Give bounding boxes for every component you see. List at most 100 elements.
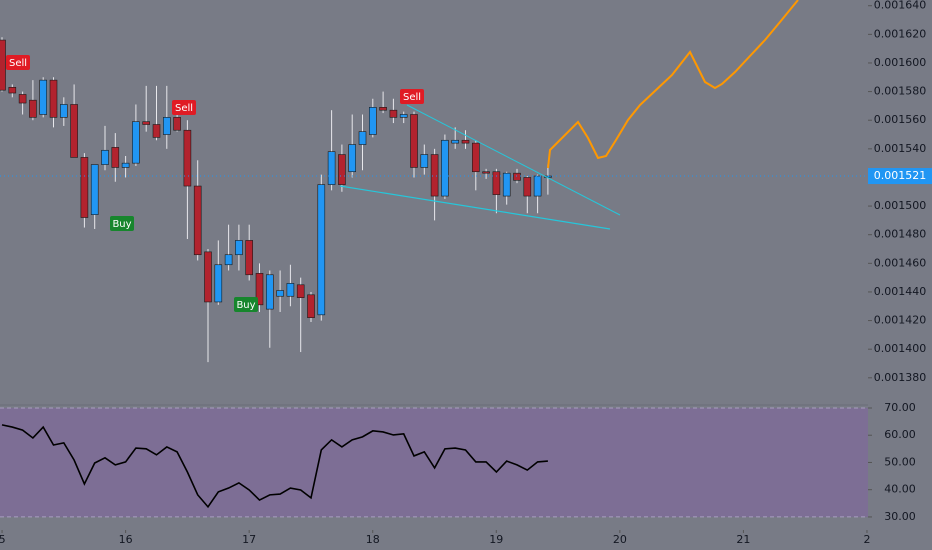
signal-badge xyxy=(172,100,196,115)
signal-label: Buy xyxy=(236,300,255,311)
signal-badge xyxy=(110,216,134,231)
candle-body xyxy=(276,290,284,297)
y-tick-label: 0.001540 xyxy=(874,142,927,155)
candle-body xyxy=(214,264,223,303)
candle-body xyxy=(90,164,99,215)
candle-body xyxy=(101,149,109,165)
candle-body xyxy=(430,154,439,197)
candle-body xyxy=(29,99,37,118)
y-tick-label: 70.00 xyxy=(884,401,916,414)
y-tick-label: 0.001460 xyxy=(874,256,927,269)
rsi-line xyxy=(1,424,548,509)
rsi-band xyxy=(0,407,868,517)
projection-path xyxy=(547,0,799,169)
y-tick-label: 0.001620 xyxy=(874,27,927,40)
candle-body xyxy=(482,171,490,174)
candle-body xyxy=(296,284,305,298)
y-tick-label: 30.00 xyxy=(884,510,916,523)
signal-badge xyxy=(6,55,30,70)
candle-body xyxy=(492,171,501,195)
price-pane: 0.001380 0.001400 0.001420 0.001440 0.001460… xyxy=(0,0,926,384)
last-price-label: 0.001521 xyxy=(874,169,927,182)
candle-body xyxy=(152,124,161,138)
candle-body xyxy=(255,273,264,306)
candle-body xyxy=(379,107,387,111)
y-tick-label: 0.001400 xyxy=(874,342,927,355)
candle-body xyxy=(235,240,243,256)
candle-body xyxy=(451,139,460,144)
candle-body xyxy=(121,162,130,168)
signal-badge xyxy=(400,89,424,104)
y-tick-label: 0.001440 xyxy=(874,285,927,298)
candle-body xyxy=(163,117,171,135)
candle-body xyxy=(204,251,212,303)
x-tick-label: 19 xyxy=(489,533,503,546)
candle-body xyxy=(173,117,181,131)
candle-body xyxy=(358,131,367,145)
candle-body xyxy=(307,294,315,319)
candle-body xyxy=(327,151,336,185)
y-tick-label: 50.00 xyxy=(884,455,916,468)
x-tick-label: 5 xyxy=(0,533,6,546)
candle-body xyxy=(224,254,233,266)
candle-body xyxy=(389,109,398,118)
candle-body xyxy=(8,86,17,94)
candle-body xyxy=(111,147,120,168)
x-tick-label: 17 xyxy=(242,533,256,546)
candle-body xyxy=(420,154,429,168)
y-tick-label: 0.001380 xyxy=(874,371,927,384)
y-tick-label: 0.001580 xyxy=(874,85,927,98)
overlay: 5 16 17 18 19 20 21 2 0.001521 Sell Sell Sell Buy Buy xyxy=(0,55,932,546)
y-tick-label: 0.001500 xyxy=(874,199,927,212)
candle-body xyxy=(132,121,140,164)
x-tick-label: 21 xyxy=(736,533,750,546)
y-tick-label: 0.001560 xyxy=(874,113,927,126)
candle-body xyxy=(348,144,357,173)
signal-label: Sell xyxy=(9,58,27,69)
y-tick-label: 40.00 xyxy=(884,483,916,496)
candle-body xyxy=(193,185,202,256)
signal-label: Sell xyxy=(175,103,193,114)
candle-body xyxy=(317,184,326,316)
candle-body xyxy=(410,114,418,168)
candle-body xyxy=(338,154,346,185)
y-tick-label: 0.001420 xyxy=(874,314,927,327)
candle-body xyxy=(265,274,274,310)
candle-body xyxy=(523,177,532,197)
candle-body xyxy=(513,172,521,181)
y-tick-label: 0.001480 xyxy=(874,228,927,241)
x-tick-label: 20 xyxy=(613,533,627,546)
candle-body xyxy=(0,39,6,91)
candle-body xyxy=(368,107,377,135)
x-tick-label: 16 xyxy=(119,533,133,546)
rsi-pane: 30.00 40.00 50.00 60.00 70.00 xyxy=(0,401,916,523)
trendline xyxy=(406,104,621,216)
candle-body xyxy=(80,157,89,218)
signal-badge xyxy=(234,297,258,312)
candle-body xyxy=(70,104,78,158)
y-tick-label: 0.001640 xyxy=(874,0,927,12)
candle-body xyxy=(59,104,68,118)
candle-body xyxy=(18,94,27,104)
x-tick-label: 2 xyxy=(863,533,870,546)
candle-body xyxy=(286,283,295,297)
candle-body xyxy=(502,172,511,197)
candle-body xyxy=(533,175,542,197)
signal-label: Buy xyxy=(112,219,131,230)
candle-body xyxy=(142,121,150,125)
candle-body xyxy=(183,129,192,187)
candle-body xyxy=(461,139,470,144)
signal-label: Sell xyxy=(403,92,421,103)
y-tick-label: 0.001600 xyxy=(874,56,927,69)
candle-body xyxy=(399,114,408,118)
y-tick-label: 60.00 xyxy=(884,428,916,441)
candle-body xyxy=(471,142,480,173)
last-price-box xyxy=(868,168,932,185)
candle-body xyxy=(245,240,253,276)
candle-body xyxy=(441,139,449,197)
candle-body xyxy=(49,79,58,118)
x-tick-label: 18 xyxy=(366,533,380,546)
candle-body xyxy=(39,79,48,115)
